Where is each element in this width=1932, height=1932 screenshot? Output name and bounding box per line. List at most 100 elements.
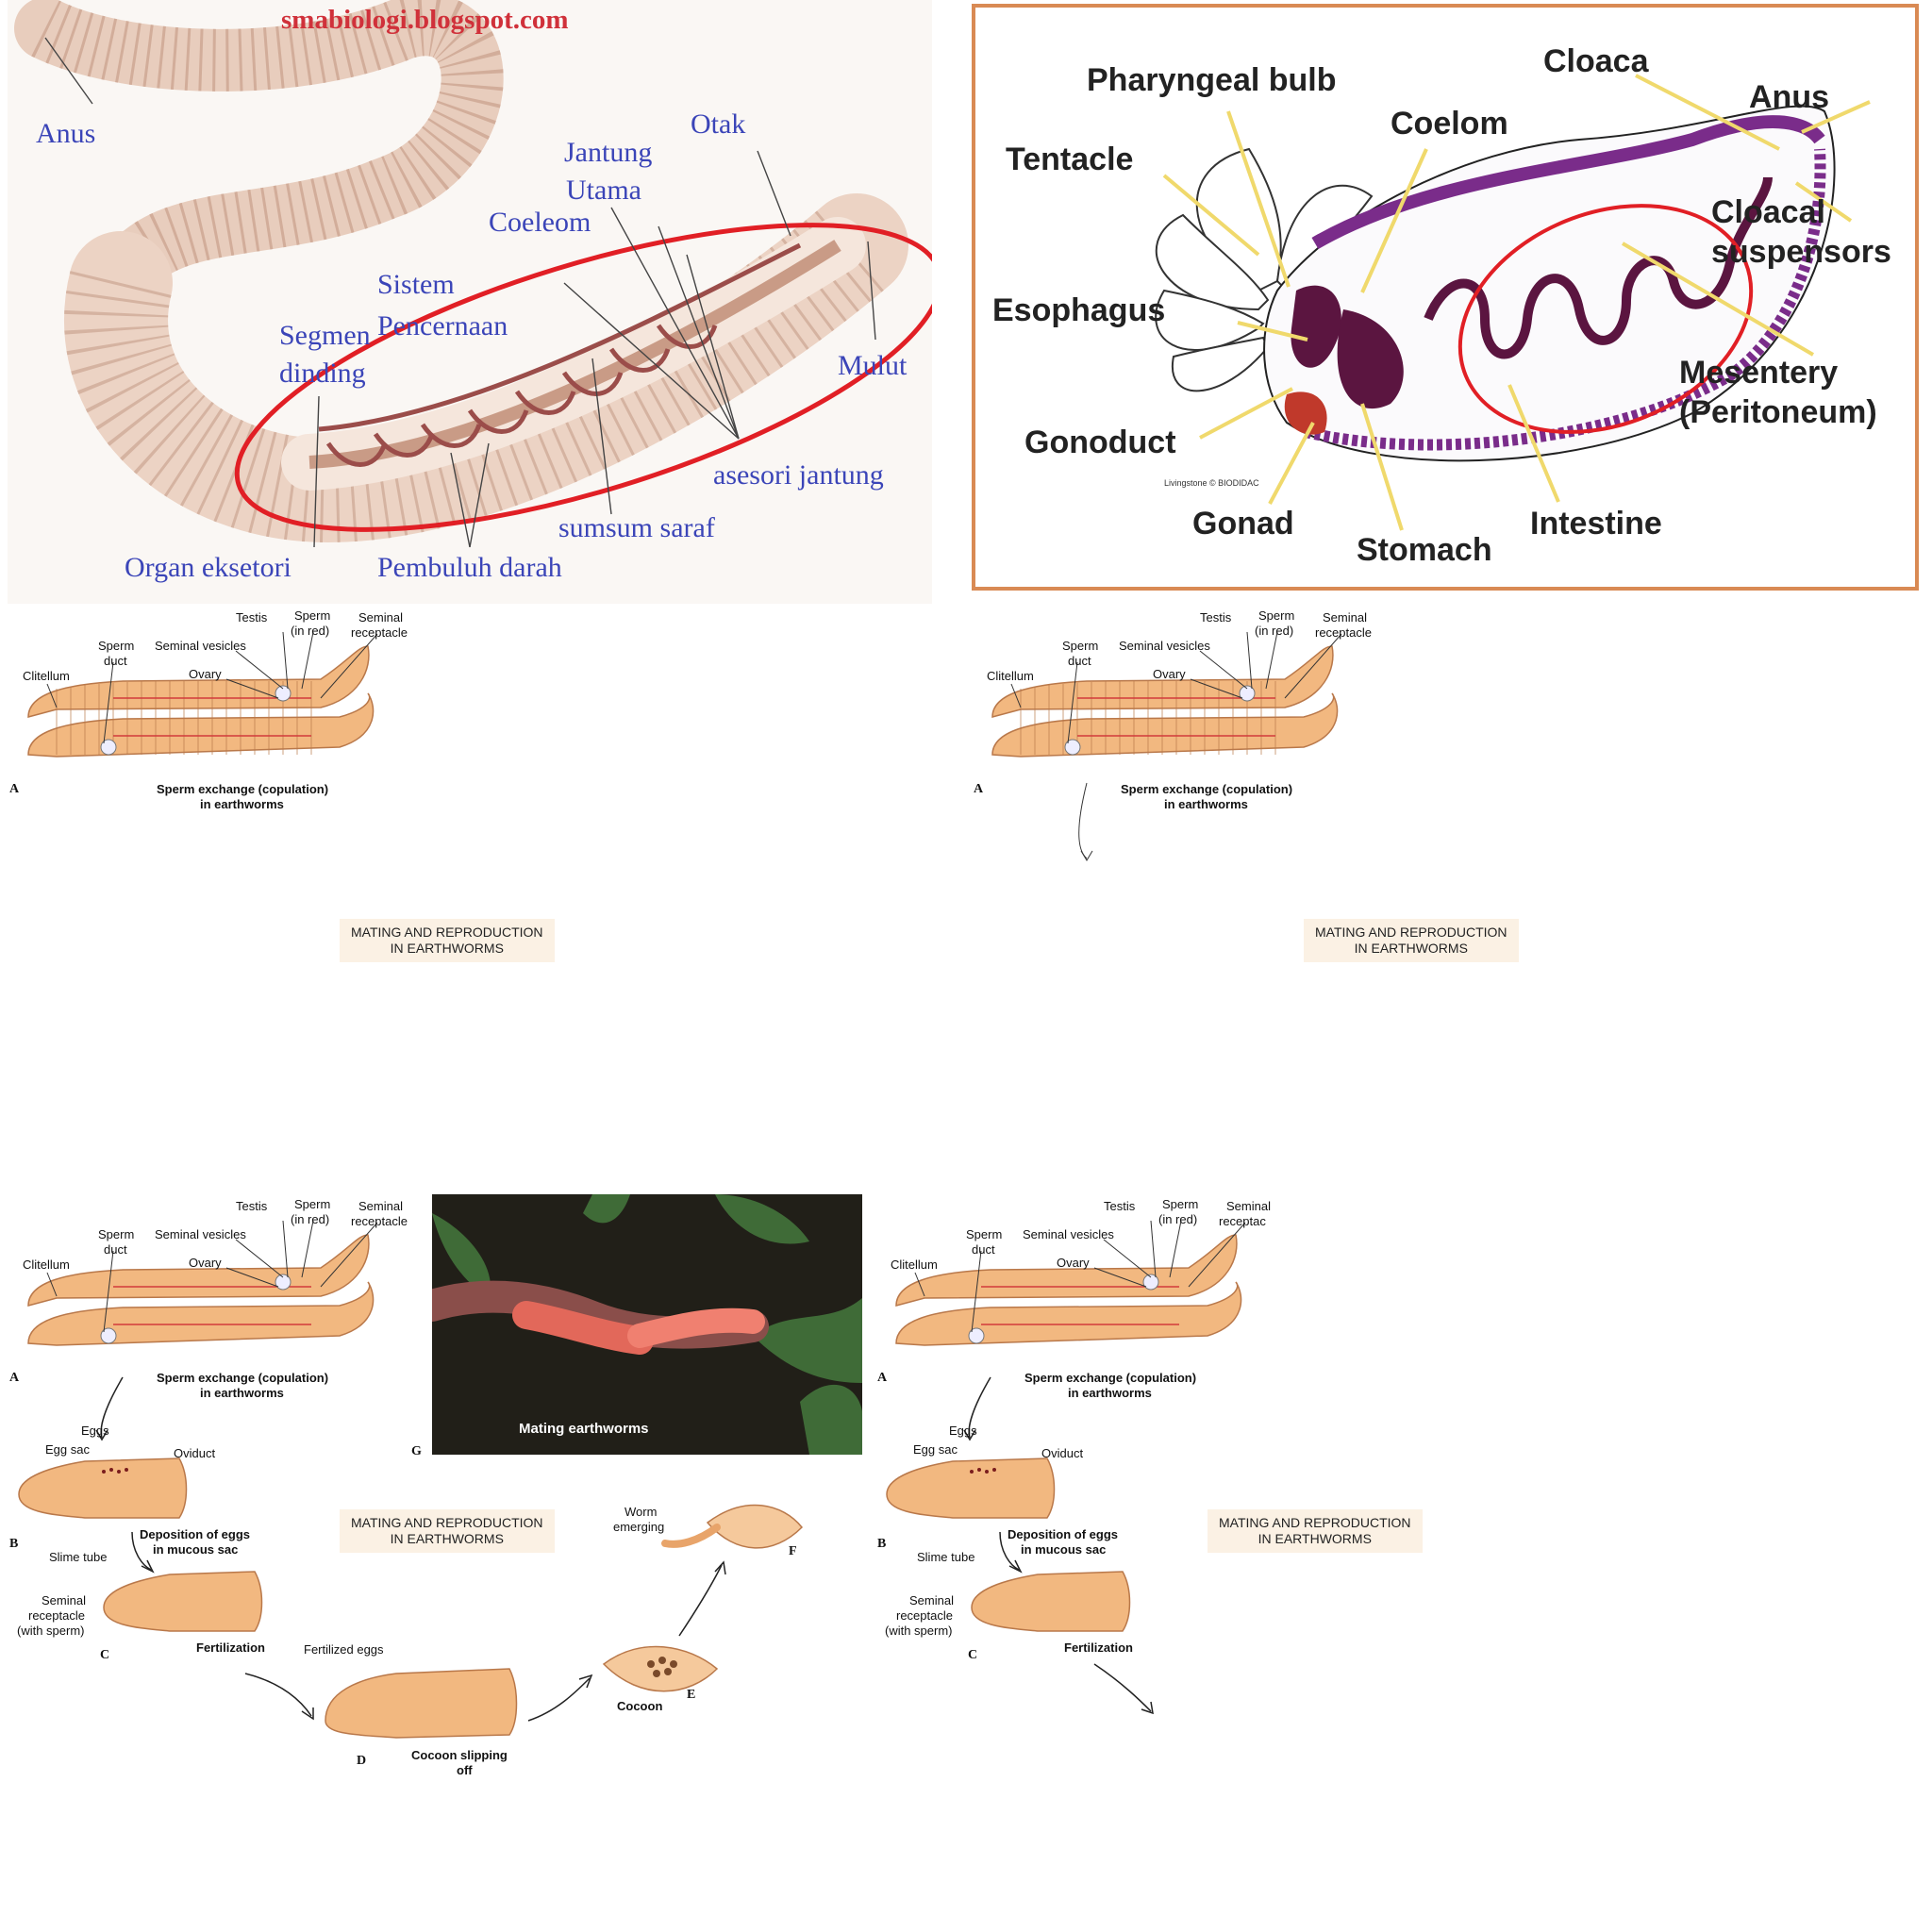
caption-in-earthworms: in earthworms [1068,1386,1152,1400]
label-seminal: Seminal [358,1199,403,1213]
label-testis: Testis [1200,610,1232,625]
caption-sperm-exchange: Sperm exchange (copulation) [157,782,329,796]
label-seminal-vesicles: Seminal vesicles [155,639,246,653]
caption-in-earthworms: in earthworms [1164,797,1248,811]
caption-sperm-exchange: Sperm exchange (copulation) [1121,782,1293,796]
title-box-mating: MATING AND REPRODUCTION IN EARTHWORMS [340,1509,555,1553]
letter-d: D [357,1754,367,1768]
mating-earthworms-photo: Mating earthworms [432,1194,862,1455]
caption-sperm-exchange: Sperm exchange (copulation) [1024,1371,1197,1385]
letter-a: A [9,1371,20,1385]
title-line-1: MATING AND REPRODUCTION [351,1515,543,1530]
caption-sperm-exchange: Sperm exchange (copulation) [157,1371,329,1385]
label-sperm: Sperm [1258,608,1295,623]
title-box-mating: MATING AND REPRODUCTION IN EARTHWORMS [1304,919,1519,962]
label-cloacal: Cloacal [1711,194,1825,230]
caption-cocoon: Cocoon [617,1699,663,1713]
label-sperm-duct: Sperm [98,639,135,653]
label-clitellum: Clitellum [987,669,1034,683]
label-ovary: Ovary [1153,667,1186,681]
letter-a: A [9,782,20,796]
label-in-red: (in red) [291,1212,330,1226]
label-ovary: Ovary [189,667,222,681]
reproduction-partial-panel: Testis Sperm (in red) Seminal receptac S… [868,1192,1906,1758]
label-worm: Worm [625,1505,658,1519]
label-sperm: Sperm [1162,1197,1199,1211]
label-otak: Otak [691,108,746,140]
label-intestine: Intestine [1530,506,1662,541]
label-asesori-jantung: asesori jantung [713,459,884,491]
label-anus-cucumber: Anus [1749,79,1829,115]
label-ovary: Ovary [189,1256,222,1270]
label-pembuluh-darah: Pembuluh darah [377,552,562,583]
label-mulut: Mulut [838,350,908,381]
label-segmen: Segmen [279,320,371,351]
label-stomach: Stomach [1357,532,1492,568]
label-duct: duct [104,654,127,668]
letter-f: F [789,1544,797,1558]
label-egg-sac: Egg sac [45,1442,90,1457]
caption-fertilization: Fertilization [196,1641,265,1655]
label-testis: Testis [1104,1199,1136,1213]
label-receptacle-c: receptacle [28,1608,85,1623]
title-line-2: IN EARTHWORMS [390,1530,504,1546]
title-line-1: MATING AND REPRODUCTION [351,924,543,940]
credit-text: Livingstone © BIODIDAC [1164,478,1259,488]
label-seminal-vesicles: Seminal vesicles [1023,1227,1114,1241]
label-jantung: Jantung [564,137,653,168]
label-duct: duct [1068,654,1091,668]
label-mesentery: Mesentery [1679,355,1839,391]
label-pencernaan: Pencernaan [377,310,508,341]
label-cloaca: Cloaca [1543,43,1649,79]
letter-a: A [877,1371,888,1385]
label-sperm-duct: Sperm [966,1227,1003,1241]
label-tentacle: Tentacle [1006,142,1134,177]
label-receptacle: receptacle [351,625,408,640]
label-clitellum: Clitellum [891,1257,938,1272]
title-line-2: IN EARTHWORMS [1354,940,1468,956]
label-coeleom: Coeleom [489,207,591,238]
copulating-worms-illustration [27,631,378,758]
label-in-red: (in red) [291,624,330,638]
label-in-red: (in red) [1158,1212,1198,1226]
label-slime-tube: Slime tube [49,1550,108,1564]
label-sperm-duct: Sperm [98,1227,135,1241]
label-seminal-vesicles: Seminal vesicles [155,1227,246,1241]
sea-cucumber-diagram: Pharyngeal bulb Cloaca Anus Tentacle Coe… [972,4,1919,591]
label-organ-eksetori: Organ eksetori [125,552,291,583]
label-egg-sac: Egg sac [913,1442,958,1457]
label-anus: Anus [36,118,96,149]
title-line-2: IN EARTHWORMS [1257,1530,1372,1546]
label-receptacle-cut: receptac [1219,1214,1266,1228]
label-sperm-duct: Sperm [1062,639,1099,653]
sperm-exchange-panel-2: Testis Sperm (in red) Seminal receptacle… [964,604,1530,962]
label-seminal-rec: Seminal [909,1593,954,1607]
label-peritoneum: (Peritoneum) [1679,394,1877,430]
label-coelom: Coelom [1391,106,1508,142]
label-eggs: Eggs [81,1424,109,1438]
label-seminal: Seminal [1323,610,1367,625]
label-seminal-rec: Seminal [42,1593,86,1607]
label-in-red: (in red) [1255,624,1294,638]
label-fertilized-eggs: Fertilized eggs [304,1642,384,1657]
label-sumsum-saraf: sumsum saraf [558,512,715,543]
letter-g: G [411,1444,422,1458]
letter-a: A [974,782,984,796]
caption-deposition: Deposition of eggs [140,1527,250,1541]
reproduction-partial-illustration [886,1220,1246,1715]
letter-b: B [877,1537,887,1551]
letter-c: C [968,1648,978,1662]
label-clitellum: Clitellum [23,1257,70,1272]
letter-e: E [687,1688,696,1702]
title-line-1: MATING AND REPRODUCTION [1315,924,1507,940]
title-box-mating: MATING AND REPRODUCTION IN EARTHWORMS [340,919,555,962]
sperm-exchange-panel-1: Testis Sperm (in red) Seminal receptacle… [0,604,566,962]
label-seminal: Seminal [358,610,403,625]
caption-mucous-sac: in mucous sac [1021,1542,1107,1557]
label-with-sperm: (with sperm) [17,1624,85,1638]
caption-in-earthworms: in earthworms [200,1386,284,1400]
label-eggs: Eggs [949,1424,977,1438]
label-receptacle: receptacle [1315,625,1372,640]
earthworm-illustration [14,0,932,548]
label-oviduct: Oviduct [174,1446,216,1460]
